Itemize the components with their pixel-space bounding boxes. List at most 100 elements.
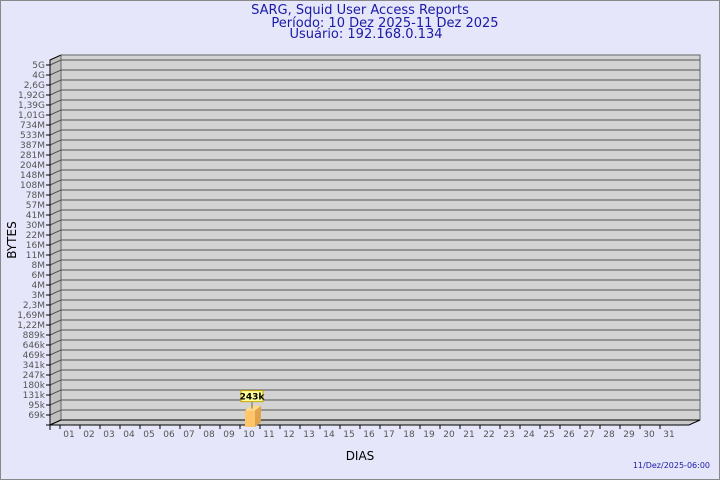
back-wall — [60, 54, 701, 421]
y-tick-label: 646k — [23, 341, 46, 351]
x-tick-label: 18 — [403, 430, 415, 440]
y-tick-label: 8M — [32, 261, 46, 271]
gridline-side — [49, 59, 62, 66]
y-tick-label: 1,22M — [17, 321, 45, 331]
data-label: 243k — [240, 393, 266, 403]
y-tick-label: 281M — [20, 151, 45, 161]
y-tick-label: 5G — [32, 61, 45, 71]
gridline-side — [49, 379, 62, 386]
y-tick-label: 108M — [20, 181, 45, 191]
x-tick-label: 14 — [323, 430, 335, 440]
gridline-side — [49, 289, 62, 296]
x-tick-label: 10 — [243, 430, 255, 440]
gridline-side — [49, 359, 62, 366]
y-tick-label: 1,69M — [17, 311, 45, 321]
x-tick-label: 16 — [363, 430, 375, 440]
gridline-side — [49, 219, 62, 226]
gridline-side — [49, 149, 62, 156]
y-tick-label: 69k — [28, 411, 45, 421]
x-tick-label: 01 — [63, 430, 74, 440]
gridline-side — [49, 269, 62, 276]
y-tick-label: 341k — [23, 361, 46, 371]
x-tick-label: 04 — [123, 430, 135, 440]
gridline-side — [49, 199, 62, 206]
bar-side — [255, 405, 261, 427]
gridline-side — [49, 299, 62, 306]
y-tick-label: 4M — [32, 281, 46, 291]
gridline-side — [49, 129, 62, 136]
gridline-side — [49, 189, 62, 196]
y-tick-label: 1,39G — [18, 101, 45, 111]
y-tick-label: 387M — [20, 141, 45, 151]
y-tick-label: 148M — [20, 171, 45, 181]
y-tick-label: 41M — [26, 211, 45, 221]
gridline-side — [49, 239, 62, 246]
y-tick-label: 3M — [32, 291, 46, 301]
y-tick-label: 95k — [28, 401, 45, 411]
gridline-side — [49, 409, 62, 416]
x-tick-label: 13 — [303, 430, 314, 440]
y-tick-label: 1,01G — [18, 111, 45, 121]
y-tick-label: 131k — [23, 391, 46, 401]
x-tick-label: 07 — [183, 430, 194, 440]
y-tick-label: 2,6G — [24, 81, 45, 91]
x-tick-label: 12 — [283, 430, 294, 440]
y-axis-label: BYTES — [5, 221, 19, 258]
gridline-side — [49, 259, 62, 266]
chart-period: Período: 10 Dez 2025-11 Dez 2025 — [271, 16, 499, 31]
y-tick-label: 247k — [23, 371, 46, 381]
gridline-side — [49, 389, 62, 396]
gridline-side — [49, 159, 62, 166]
x-tick-label: 21 — [463, 430, 474, 440]
gridline-side — [49, 79, 62, 86]
y-tick-label: 4G — [32, 71, 45, 81]
gridline-side — [49, 139, 62, 146]
y-tick-label: 734M — [20, 121, 45, 131]
x-tick-label: 31 — [663, 430, 674, 440]
chart-user: Usuário: 192.168.0.134 — [289, 27, 443, 42]
x-tick-label: 05 — [143, 430, 154, 440]
x-tick-label: 03 — [103, 430, 114, 440]
x-tick-label: 02 — [83, 430, 94, 440]
y-tick-label: 57M — [26, 201, 45, 211]
y-tick-label: 16M — [26, 241, 45, 251]
x-tick-label: 27 — [583, 430, 594, 440]
y-tick-label: 469k — [23, 351, 46, 361]
y-tick-label: 889k — [23, 331, 46, 341]
generated-timestamp: 11/Dez/2025-06:00 — [632, 461, 710, 470]
gridline-side — [49, 399, 62, 406]
gridline-side — [49, 319, 62, 326]
bar-top — [245, 405, 261, 411]
y-tick-label: 1,92G — [18, 91, 45, 101]
x-tick-label: 20 — [443, 430, 455, 440]
y-tick-label: 11M — [26, 251, 45, 261]
y-tick-label: 30M — [26, 221, 45, 231]
gridline-side — [49, 249, 62, 256]
gridline-side — [49, 349, 62, 356]
x-tick-label: 22 — [483, 430, 494, 440]
x-tick-label: 29 — [623, 430, 635, 440]
x-tick-label: 26 — [563, 430, 575, 440]
gridline-side — [49, 89, 62, 96]
x-tick-label: 08 — [203, 430, 215, 440]
x-tick-label: 23 — [503, 430, 514, 440]
gridline-side — [49, 209, 62, 216]
data-label-box — [240, 390, 264, 403]
gridline-side — [49, 69, 62, 76]
gridline-side — [49, 329, 62, 336]
y-tick-label: 2,3M — [23, 301, 45, 311]
y-tick-label: 22M — [26, 231, 45, 241]
chart-title: SARG, Squid User Access Reports — [251, 3, 469, 18]
gridline-side — [49, 169, 62, 176]
gridline-side — [49, 369, 62, 376]
gridline-side — [49, 119, 62, 126]
x-tick-label: 25 — [543, 430, 554, 440]
gridline-side — [49, 109, 62, 116]
x-tick-label: 09 — [223, 430, 235, 440]
y-tick-label: 6M — [32, 271, 46, 281]
y-tick-label: 180k — [23, 381, 46, 391]
gridline-side — [49, 229, 62, 236]
x-tick-label: 19 — [423, 430, 435, 440]
bar-front — [245, 410, 255, 427]
